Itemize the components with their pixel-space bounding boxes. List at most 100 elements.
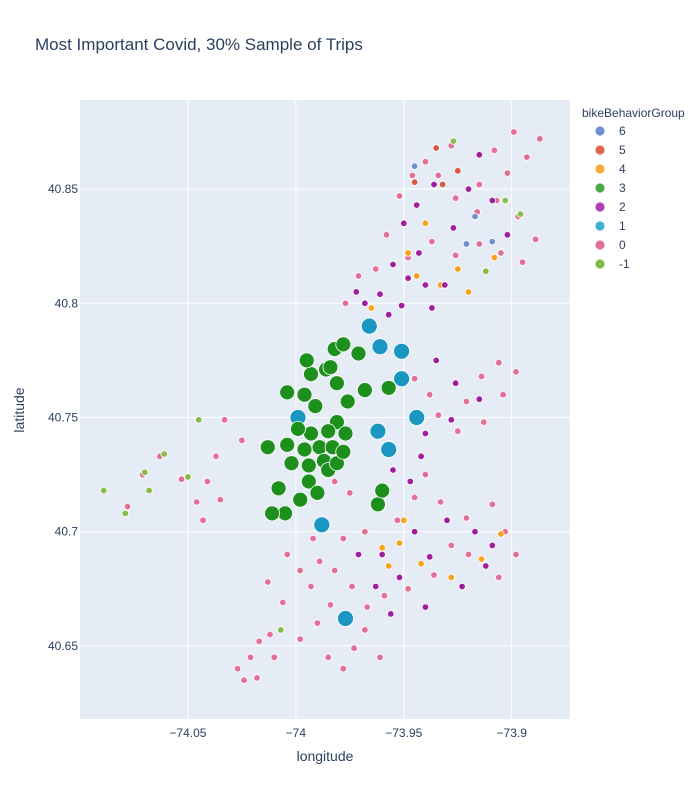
data-point-group-2 [471, 528, 479, 536]
data-points [99, 128, 544, 684]
legend-title: bikeBehaviorGroup [582, 106, 685, 120]
data-point-group-0 [255, 637, 263, 645]
data-point-group-0 [233, 665, 242, 673]
data-point-group-0 [464, 550, 473, 559]
data-point-group-2 [482, 562, 490, 570]
data-point-group-2 [352, 288, 360, 296]
data-point-group-0 [315, 557, 324, 566]
legend-marker-0 [594, 239, 606, 251]
data-point-group-0 [428, 237, 436, 246]
legend-marker-2 [594, 201, 606, 213]
data-point-group-0 [177, 475, 186, 483]
data-point-group-6 [410, 162, 419, 170]
data-point-group--1 [482, 267, 490, 275]
data-point-group-0 [451, 251, 460, 259]
data-point-group-0 [454, 427, 462, 435]
data-point-group-2 [503, 231, 512, 239]
data-point-group-0 [495, 359, 503, 367]
data-point-group-0 [346, 489, 354, 497]
data-point-group-4 [400, 516, 408, 524]
legend-label-3: 3 [619, 181, 626, 195]
data-point-group-4 [477, 555, 486, 563]
data-point-group-0 [123, 502, 132, 511]
data-point-group-0 [462, 397, 471, 406]
data-point-group-0 [447, 541, 455, 550]
data-point-group-0 [240, 676, 248, 684]
data-point-group-6 [488, 237, 496, 246]
data-point-group-4 [421, 219, 430, 227]
data-point-group-3 [380, 379, 397, 396]
data-point-group-0 [434, 411, 442, 419]
data-point-group-0 [341, 299, 350, 307]
data-point-group-4 [454, 265, 462, 273]
data-point-group-0 [404, 585, 412, 593]
chart-title: Most Important Covid, 30% Sample of Trip… [35, 35, 363, 54]
data-point-group-2 [400, 219, 408, 227]
data-point-group-3 [309, 484, 326, 501]
data-point-group-3 [307, 398, 324, 415]
data-point-group-0 [331, 566, 339, 575]
data-point-group-0 [372, 265, 380, 273]
data-point-group-0 [421, 157, 430, 166]
data-point-group-0 [536, 135, 544, 143]
data-point-group-1 [371, 338, 389, 356]
data-point-group-0 [296, 566, 304, 575]
data-point-group--1 [277, 626, 285, 634]
legend-label-1: 1 [619, 219, 626, 233]
data-point-group-0 [253, 674, 261, 682]
data-point-group--1 [141, 468, 149, 476]
x-tick-label: −74.05 [169, 726, 206, 740]
data-point-group-5 [432, 144, 440, 152]
plot-area[interactable] [80, 100, 570, 719]
y-tick-label: 40.75 [48, 410, 78, 424]
data-point-group-2 [389, 466, 397, 474]
x-axis-title: longitude [297, 748, 354, 764]
legend-label-6: 6 [619, 124, 626, 138]
data-point-group-2 [413, 201, 421, 209]
data-point-group-1 [380, 441, 398, 458]
data-point-group-3 [298, 352, 315, 369]
x-tick-label: −73.95 [385, 726, 422, 740]
data-point-group-3 [300, 457, 317, 474]
data-point-group-0 [451, 194, 460, 202]
data-point-group-0 [410, 493, 419, 502]
data-point-group-3 [322, 359, 339, 376]
x-tick-label: −74 [286, 726, 307, 740]
data-point-group-0 [354, 272, 363, 280]
data-point-group-0 [212, 452, 220, 460]
data-point-group-5 [410, 178, 419, 186]
data-point-group-2 [417, 452, 425, 460]
data-point-group--1 [516, 210, 525, 218]
data-point-group-4 [404, 249, 412, 257]
data-point-group--1 [160, 450, 168, 458]
data-point-group-2 [449, 224, 458, 232]
legend-label-2: 2 [619, 200, 626, 214]
data-point-group-0 [361, 528, 369, 536]
data-point-group-0 [490, 146, 499, 154]
data-point-group-4 [367, 304, 376, 312]
legend-label-5: 5 [619, 143, 626, 157]
data-point-group-6 [462, 240, 471, 248]
data-point-group-0 [326, 601, 335, 609]
data-point-group-0 [313, 619, 322, 627]
y-tick-label: 40.7 [55, 525, 79, 539]
legend: bikeBehaviorGroup 6 5 4 3 2 1 0 -1 [582, 106, 685, 271]
data-point-group-0 [462, 514, 471, 522]
data-point-group-3 [296, 386, 313, 403]
data-point-group-2 [410, 528, 419, 536]
data-point-group-2 [488, 541, 496, 550]
data-point-group-0 [309, 534, 317, 543]
y-tick-label: 40.65 [48, 639, 78, 653]
data-point-group--1 [194, 416, 203, 424]
data-point-group-2 [421, 429, 430, 438]
data-point-group-0 [199, 516, 207, 524]
data-point-group-2 [447, 416, 455, 424]
data-point-group-2 [376, 290, 384, 298]
data-point-group-2 [430, 180, 438, 189]
legend-marker-4 [594, 163, 606, 175]
legend-marker--1 [594, 258, 606, 270]
legend-label-0: 0 [619, 238, 626, 252]
data-point-group-2 [428, 304, 436, 312]
data-point-group--1 [121, 509, 129, 518]
data-point-group-2 [441, 281, 449, 289]
